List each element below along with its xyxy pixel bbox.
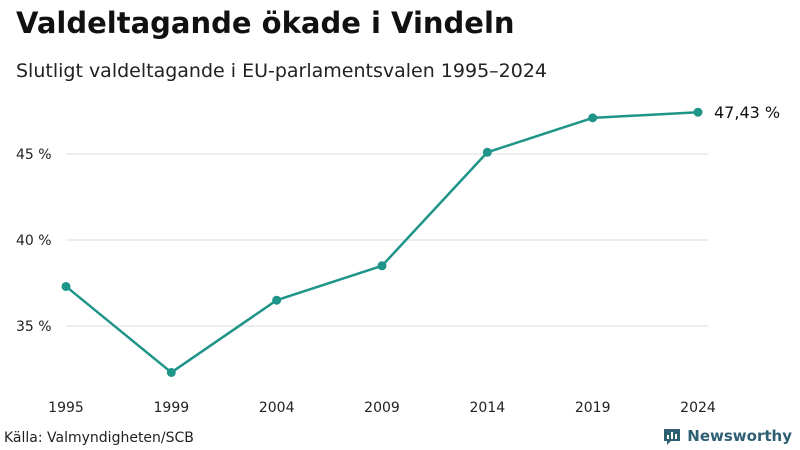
chart-title: Valdeltagande ökade i Vindeln <box>16 6 515 40</box>
x-tick-label: 2004 <box>259 400 295 416</box>
x-tick-label: 2014 <box>470 400 506 416</box>
y-tick-label: 40 % <box>16 233 52 249</box>
x-tick-label: 1995 <box>48 400 84 416</box>
data-point <box>377 261 387 271</box>
x-tick-label: 1999 <box>154 400 190 416</box>
data-point <box>166 367 176 377</box>
y-tick-label: 45 % <box>16 147 52 163</box>
brand: Newsworthy <box>662 426 792 446</box>
data-point <box>588 113 598 123</box>
newsworthy-logo-icon <box>664 429 681 445</box>
x-tick-label: 2019 <box>575 400 611 416</box>
series-line <box>64 110 700 374</box>
x-tick-label: 2009 <box>364 400 400 416</box>
x-tick-label: 2024 <box>680 400 716 416</box>
data-point <box>272 295 282 305</box>
y-tick-label: 35 % <box>16 319 52 335</box>
data-point <box>61 281 71 291</box>
data-point <box>693 107 703 117</box>
source-note: Källa: Valmyndigheten/SCB <box>4 430 194 446</box>
data-point <box>482 147 492 157</box>
brand-label: Newsworthy <box>687 427 792 445</box>
end-value-label: 47,43 % <box>714 103 780 122</box>
chart-subtitle: Slutligt valdeltagande i EU-parlamentsva… <box>16 60 548 82</box>
